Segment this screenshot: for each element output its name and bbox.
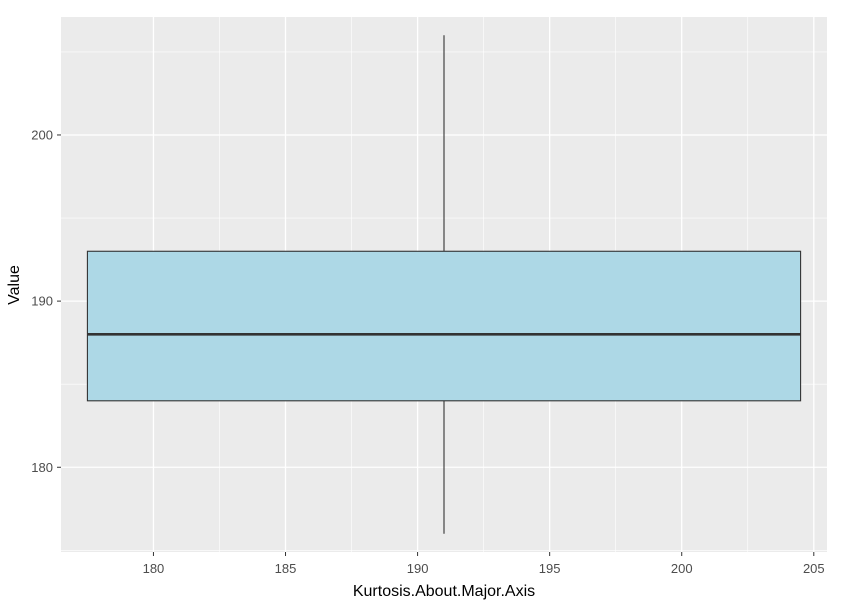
y-axis-title: Value: [6, 265, 23, 305]
x-tick-label: 205: [803, 561, 825, 576]
y-tick-label: 190: [31, 294, 53, 309]
x-tick-label: 180: [143, 561, 165, 576]
iqr-box: [86, 250, 802, 402]
x-tick-label: 195: [539, 561, 561, 576]
x-tick-label: 185: [275, 561, 297, 576]
y-tick-label: 180: [31, 460, 53, 475]
y-tick-label: 200: [31, 127, 53, 142]
x-tick-label: 190: [407, 561, 429, 576]
y-axis: 180 190 200: [31, 127, 61, 475]
x-tick-label: 200: [671, 561, 693, 576]
x-axis-title: Kurtosis.About.Major.Axis: [353, 583, 535, 600]
x-axis: 180 185 190 195 200 205: [143, 552, 825, 576]
box-layer: [86, 35, 802, 534]
